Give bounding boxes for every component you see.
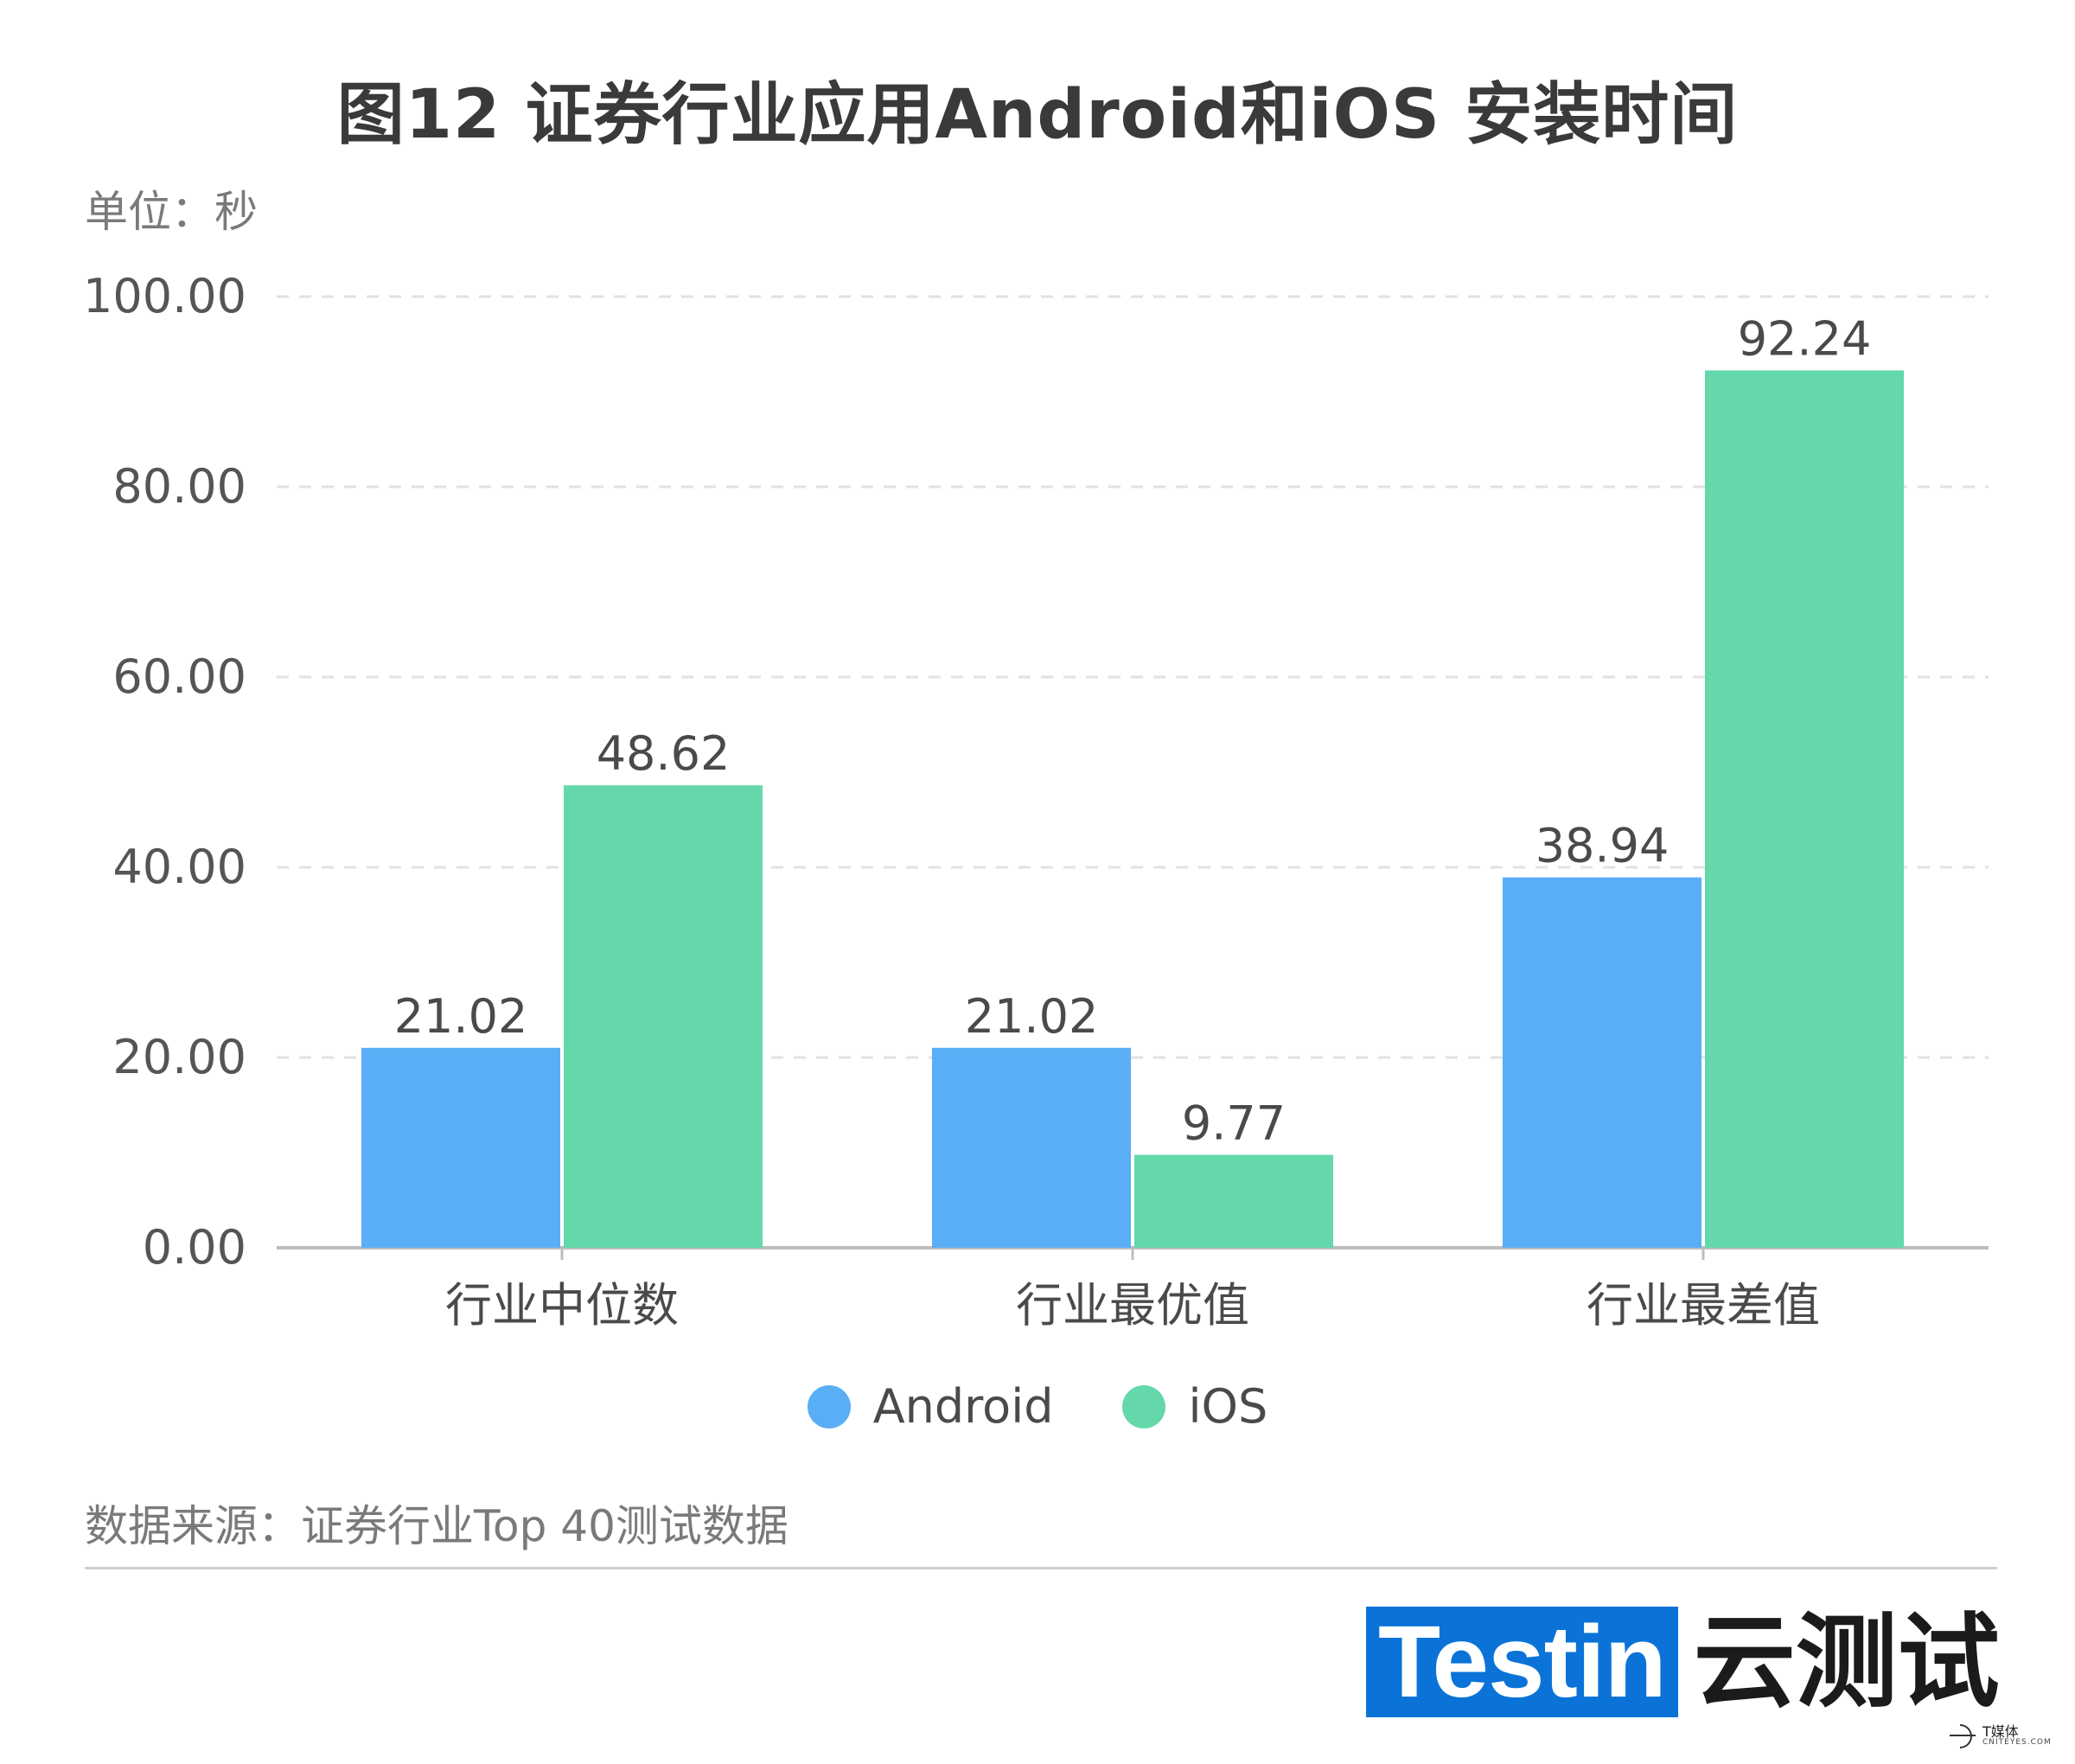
bar-android [361, 1047, 560, 1248]
data-label: 21.02 [965, 989, 1099, 1044]
bar-android [1503, 877, 1702, 1248]
y-tick-label: 20.00 [112, 1030, 246, 1084]
y-tick-label: 60.00 [112, 649, 246, 704]
x-tick-label: 行业最优值 [1016, 1278, 1249, 1333]
bar-android [932, 1047, 1131, 1248]
bar-ios [1705, 370, 1904, 1248]
logo-brand: Testin [1366, 1607, 1678, 1717]
y-tick-label: 40.00 [112, 840, 246, 894]
data-label: 21.02 [394, 989, 528, 1044]
data-source-note: 数据来源：证券行业Top 40测试数据 [85, 1501, 788, 1551]
watermark: T媒体 CNITEYES.COM [1950, 1722, 2052, 1748]
y-tick-label: 0.00 [143, 1220, 246, 1275]
legend-swatch-ios [1122, 1384, 1166, 1428]
bar-ios [564, 785, 763, 1248]
watermark-icon [1950, 1722, 1976, 1748]
watermark-en: CNITEYES.COM [1982, 1737, 2052, 1747]
y-tick-label: 100.00 [83, 269, 246, 323]
chart-title: 图12 证券行业应用Android和iOS 安装时间 [336, 76, 1739, 154]
data-label: 48.62 [597, 726, 731, 781]
legend-item-ios[interactable]: iOS [1122, 1379, 1267, 1434]
legend-label-ios: iOS [1188, 1379, 1268, 1434]
bar-ios [1134, 1154, 1333, 1248]
legend: Android iOS [0, 1379, 2075, 1434]
x-tick-label: 行业中位数 [445, 1278, 679, 1333]
testin-logo: Testin 云测试 [1366, 1607, 2000, 1717]
watermark-text: T媒体 CNITEYES.COM [1982, 1722, 2052, 1747]
bar-chart: 0.00 20.00 40.00 60.00 80.00 100.00 21.02 48.6… [83, 269, 1989, 1333]
data-label: 38.94 [1536, 819, 1670, 873]
y-tick-label: 80.00 [112, 459, 246, 514]
unit-label: 单位：秒 [85, 187, 258, 237]
x-tick-label: 行业最差值 [1587, 1278, 1820, 1333]
watermark-cn: T媒体 [1982, 1722, 2019, 1740]
y-axis-ticks: 0.00 20.00 40.00 60.00 80.00 100.00 [83, 269, 246, 1275]
legend-label-android: Android [872, 1379, 1054, 1434]
x-axis-ticks: 行业中位数 行业最优值 行业最差值 [445, 1248, 1820, 1333]
bars [361, 370, 1904, 1248]
footer-divider [85, 1567, 1997, 1569]
logo-brand-cn: 云测试 [1693, 1602, 2000, 1722]
data-label: 92.24 [1738, 311, 1872, 366]
data-label: 9.77 [1182, 1096, 1286, 1151]
data-labels: 21.02 48.62 21.02 9.77 38.94 92.24 [394, 311, 1872, 1150]
legend-swatch-android [807, 1384, 851, 1428]
legend-item-android[interactable]: Android [807, 1379, 1054, 1434]
